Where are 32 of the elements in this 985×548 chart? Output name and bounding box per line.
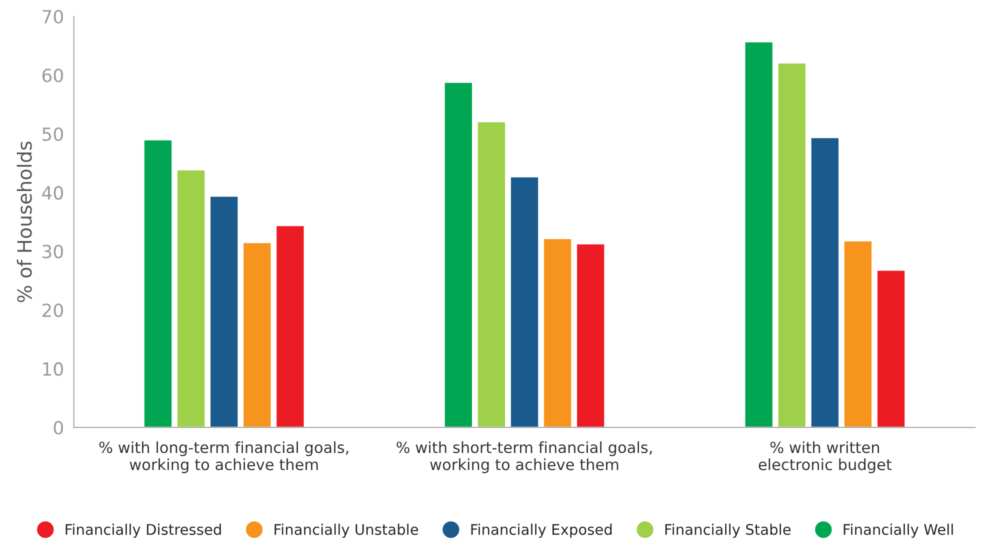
legend-label: Financially Well <box>844 524 953 538</box>
x-tick-label: % with written electronic budget <box>758 441 892 474</box>
y-tick-label: 0 <box>54 420 63 435</box>
bar <box>843 240 873 428</box>
y-tick-label: 60 <box>42 68 63 82</box>
bar <box>476 120 506 428</box>
bar <box>443 82 474 428</box>
bar <box>143 139 173 428</box>
bar <box>176 168 206 428</box>
bar <box>876 269 906 428</box>
bar <box>242 242 272 428</box>
y-tick-label: 30 <box>42 244 63 258</box>
y-tick-label: 10 <box>43 362 63 376</box>
bar <box>810 136 840 428</box>
x-tick-label: % with short-term financial goals, working to achieve them <box>396 441 652 474</box>
y-tick-label: 70 <box>42 10 63 24</box>
bar <box>542 238 573 428</box>
y-tick-label: 50 <box>42 127 63 141</box>
legend-label: Financially Exposed <box>471 524 612 538</box>
y-tick-label: 40 <box>42 186 63 200</box>
bar <box>209 195 240 428</box>
legend-label: Financially Stable <box>665 524 791 538</box>
bar <box>510 176 540 428</box>
legend-label: Financially Unstable <box>274 524 418 538</box>
bar <box>576 242 606 428</box>
bar <box>275 224 306 428</box>
x-tick-label: % with long-term financial goals, working to achieve them <box>99 441 348 474</box>
bar <box>744 40 774 428</box>
bar <box>776 62 807 428</box>
legend-label: Financially Distressed <box>66 524 221 538</box>
y-axis-title: % of Households <box>16 142 32 302</box>
y-tick-label: 20 <box>42 303 63 318</box>
